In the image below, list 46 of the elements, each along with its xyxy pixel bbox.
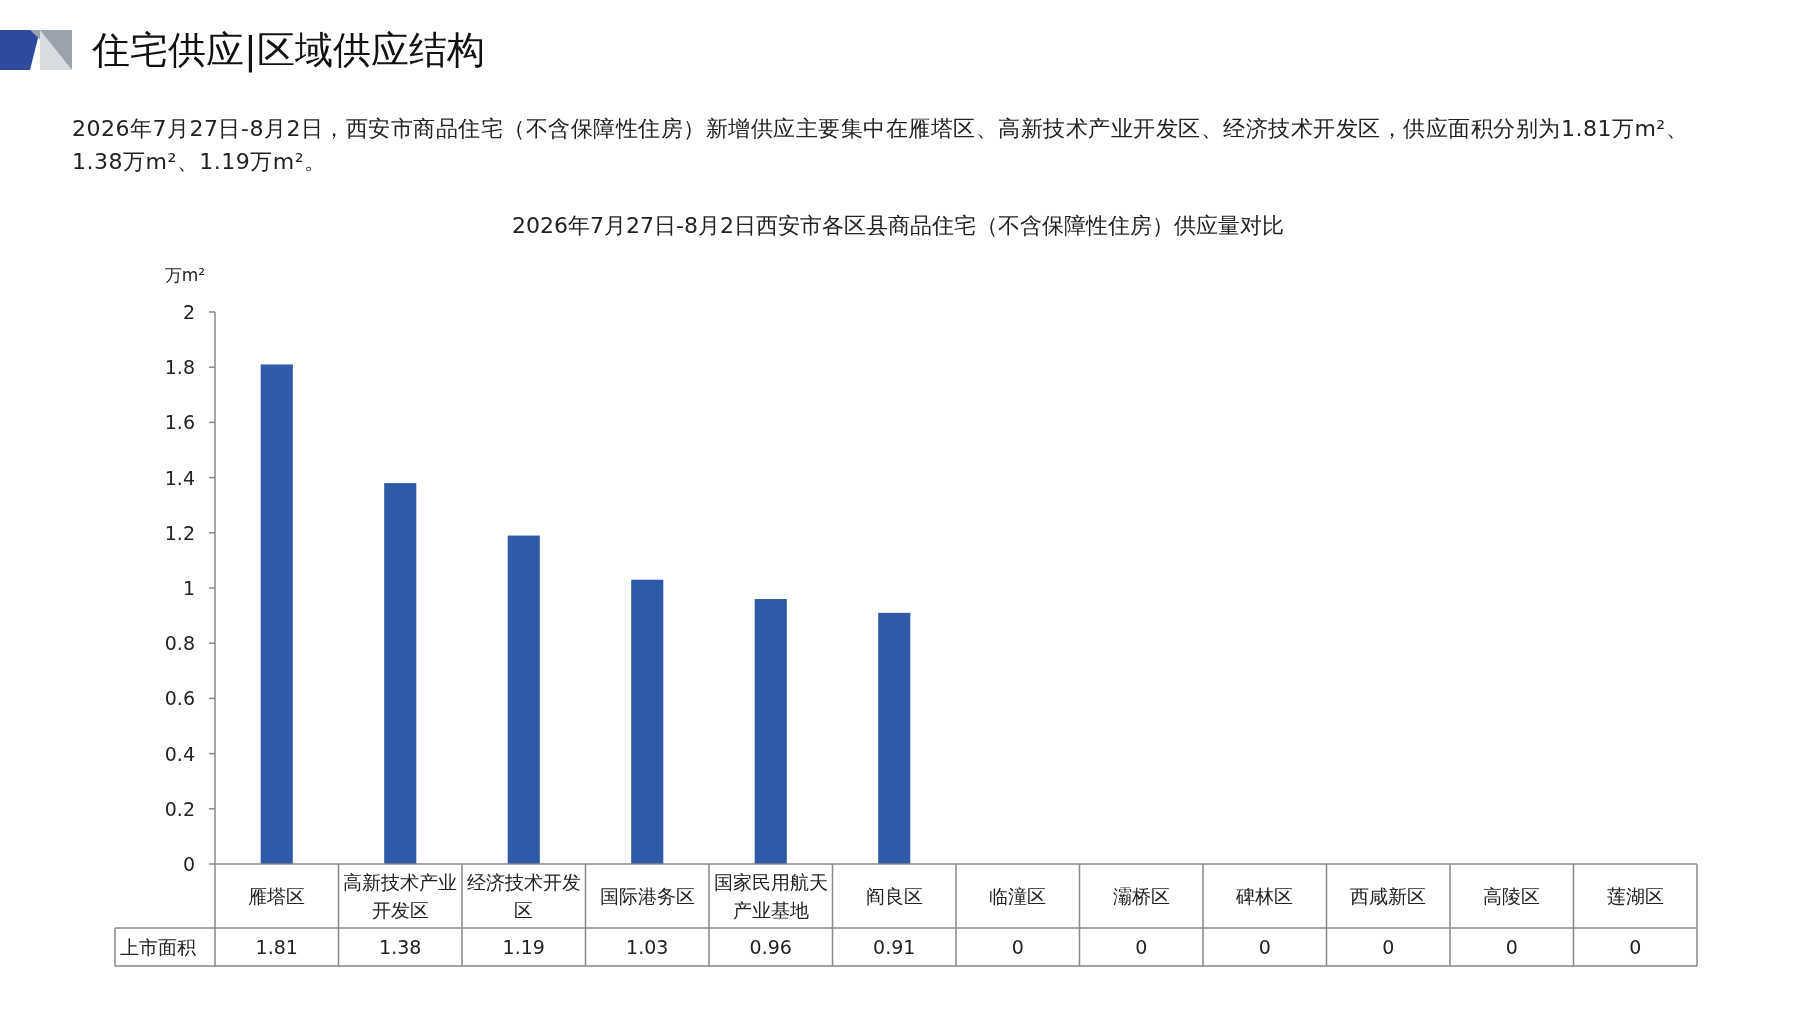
x-tick-label: 国际港务区: [599, 885, 695, 907]
data-label: 0.96: [749, 936, 792, 958]
x-tick-label: 碑林区: [1235, 885, 1294, 907]
y-tick-label: 1.4: [164, 466, 195, 489]
y-tick-label: 1.2: [164, 521, 195, 544]
y-tick-label: 0: [182, 853, 195, 875]
y-tick-label: 0.2: [164, 797, 195, 820]
y-tick-label: 0.4: [164, 742, 195, 765]
bar: [260, 364, 293, 864]
bar: [507, 535, 540, 864]
bar: [754, 599, 787, 864]
bar: [631, 579, 664, 864]
y-tick-label: 2: [182, 301, 195, 323]
y-tick-label: 1: [182, 577, 195, 599]
x-tick-label: 雁塔区: [248, 885, 306, 907]
data-label: 0: [1258, 936, 1271, 958]
text: 上市面积: [120, 936, 196, 958]
data-label: 1.03: [626, 936, 669, 958]
data-label: 0: [1629, 936, 1642, 958]
data-label: 1.19: [502, 936, 545, 958]
x-tick-label: 经济技术开发区: [466, 871, 581, 921]
x-tick-label: 灞桥区: [1112, 885, 1170, 907]
data-label: 1.81: [255, 936, 298, 958]
data-label: 1.38: [379, 936, 422, 958]
chart-title: 2026年7月27日-8月2日西安市各区县商品住宅（不含保障性住房）供应量对比: [512, 212, 1284, 238]
x-tick-label: 高新技术产业开发区: [343, 871, 458, 921]
x-tick-label: 莲湖区: [1606, 885, 1664, 907]
data-label: 0.91: [873, 936, 916, 958]
x-tick-label: 阎良区: [865, 885, 923, 907]
y-tick-label: 1.8: [164, 356, 195, 379]
y-tick-label: 0.6: [164, 687, 195, 710]
x-tick-label: 西咸新区: [1350, 885, 1427, 907]
data-label: 0: [1505, 936, 1518, 958]
x-tick-label: 国家民用航天产业基地: [713, 871, 828, 921]
bar: [384, 483, 417, 864]
x-tick-label: 临潼区: [989, 885, 1047, 907]
text: 住宅供应|区域供应结构: [91, 28, 485, 73]
data-label: 0: [1135, 936, 1148, 958]
x-tick-label: 高陵区: [1483, 885, 1541, 907]
data-label: 0: [1011, 936, 1024, 958]
subtitle: 2026年7月27日-8月2日，西安市商品住宅（不含保障性住房）新增供应主要集中在雁塔区、高新技术产业开发区、经济技术开发区，供应面积分别为1.81万m²、1.38万m²、1.19万m²。: [72, 115, 1690, 176]
y-tick-label: 1.6: [164, 411, 195, 434]
bar: [878, 612, 911, 864]
y-tick-label: 0.8: [164, 632, 195, 655]
y-axis-title: 万m²: [164, 265, 206, 285]
data-label: 0: [1382, 936, 1395, 958]
